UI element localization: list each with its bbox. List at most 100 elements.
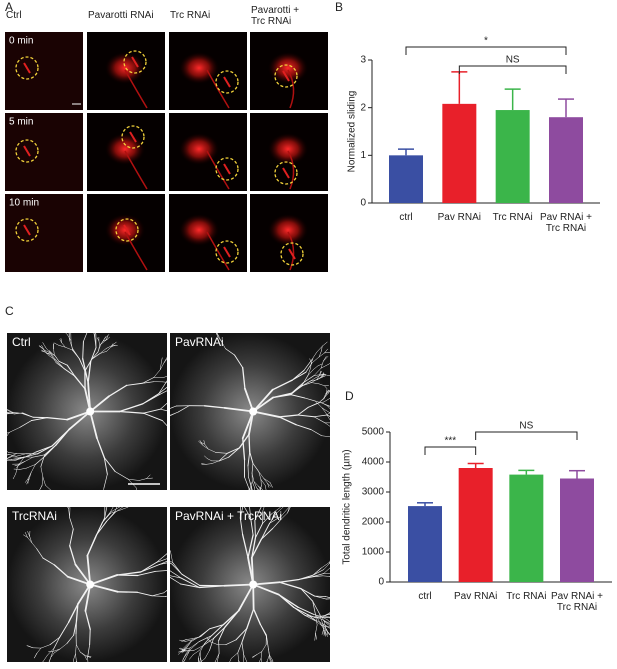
- dendrite: [142, 381, 155, 384]
- dendrite: [91, 312, 93, 318]
- dendrite: [309, 358, 312, 363]
- dendrite: [301, 375, 309, 386]
- dendrite: [103, 473, 108, 489]
- dendrite: [315, 614, 321, 624]
- dendrite: [252, 388, 274, 413]
- dendrite: [258, 485, 262, 490]
- dendrite: [337, 599, 345, 601]
- dendrite: [42, 557, 55, 566]
- dendrite: [336, 576, 341, 577]
- dendrite: [228, 447, 240, 458]
- dendrite: [234, 495, 239, 501]
- dendrite: [89, 410, 98, 439]
- neuron-image: [7, 310, 167, 504]
- dendrite: [215, 452, 228, 454]
- dendrite: [156, 558, 167, 563]
- dendrite: [69, 339, 73, 350]
- dendrite: [323, 393, 329, 399]
- dendrite: [90, 310, 94, 316]
- dendrite: [223, 406, 255, 413]
- neurite: [287, 69, 295, 109]
- significance-bracket: [458, 65, 567, 74]
- dendrite: [91, 353, 101, 360]
- dendrite: [323, 356, 329, 362]
- dendrite: [279, 507, 281, 508]
- roi-circle: [274, 161, 298, 185]
- dendrite: [318, 352, 325, 358]
- dendrite: [328, 616, 330, 619]
- dendrite: [247, 534, 254, 559]
- dendrite: [130, 502, 136, 503]
- dendrite: [323, 563, 330, 570]
- dendrite: [249, 487, 251, 490]
- soma: [86, 580, 95, 589]
- dendrite: [114, 471, 129, 480]
- dendrite: [185, 638, 193, 640]
- dendrite: [259, 490, 264, 495]
- dendrite: [159, 390, 167, 395]
- dendrite: [338, 440, 342, 444]
- dendrite: [106, 346, 112, 352]
- dendrite: [312, 600, 316, 615]
- dendrite: [291, 501, 295, 506]
- dendrite: [126, 507, 129, 508]
- dendrite: [322, 403, 329, 406]
- x-tick-label: Pav RNAi: [453, 591, 498, 602]
- dendrite: [86, 534, 98, 557]
- dendrite: [105, 345, 113, 349]
- dendrite: [269, 656, 273, 662]
- microtubule: [123, 224, 131, 236]
- dendrite: [178, 405, 190, 413]
- dendrite: [340, 618, 345, 621]
- dendrite: [159, 562, 167, 565]
- dendrite: [58, 345, 66, 348]
- dendrite: [161, 357, 163, 363]
- dendrite: [16, 464, 20, 469]
- column-header: Ctrl: [6, 10, 22, 21]
- dendrite: [45, 347, 51, 354]
- bar: [442, 103, 477, 203]
- x-tick-label: Pav RNAi + Trc RNAi: [540, 212, 592, 234]
- dendrite: [215, 653, 220, 662]
- dendrite: [103, 457, 108, 475]
- dendrite: [258, 658, 262, 662]
- dendrite: [316, 376, 323, 381]
- dendrite: [170, 549, 171, 552]
- dendrite: [84, 610, 91, 630]
- dendrite: [119, 507, 121, 508]
- dendrite: [156, 553, 167, 563]
- dendrite: [32, 454, 45, 458]
- dendrite: [200, 628, 210, 638]
- dendrite: [326, 414, 330, 418]
- dendrite: [311, 351, 318, 361]
- dendrite: [266, 660, 268, 662]
- dendrite: [311, 573, 324, 578]
- dendrite: [104, 334, 110, 339]
- dendrite: [253, 481, 257, 489]
- neurite: [206, 150, 230, 190]
- dendrite: [159, 402, 167, 410]
- dendrite: [15, 466, 18, 475]
- dendrite: [235, 628, 248, 641]
- dendrite: [139, 497, 140, 504]
- dendrite: [331, 437, 338, 440]
- dendrite: [7, 409, 13, 414]
- dendrite: [251, 481, 255, 489]
- dendrite: [334, 616, 341, 618]
- dendrite: [310, 379, 318, 382]
- row-label: 5 min: [9, 117, 33, 128]
- dendrite: [70, 333, 72, 334]
- dendrite: [87, 311, 90, 316]
- dendrite: [297, 414, 315, 418]
- dendrite: [89, 628, 91, 646]
- dendrite: [50, 652, 55, 658]
- dendrite: [75, 653, 77, 662]
- dendrite: [321, 345, 323, 352]
- dendrite: [295, 424, 312, 430]
- dendrite: [327, 405, 330, 407]
- dendrite: [87, 321, 92, 327]
- dendrite: [307, 369, 314, 376]
- dendrite: [253, 481, 259, 487]
- dendrite: [269, 489, 275, 497]
- bar: [509, 474, 544, 582]
